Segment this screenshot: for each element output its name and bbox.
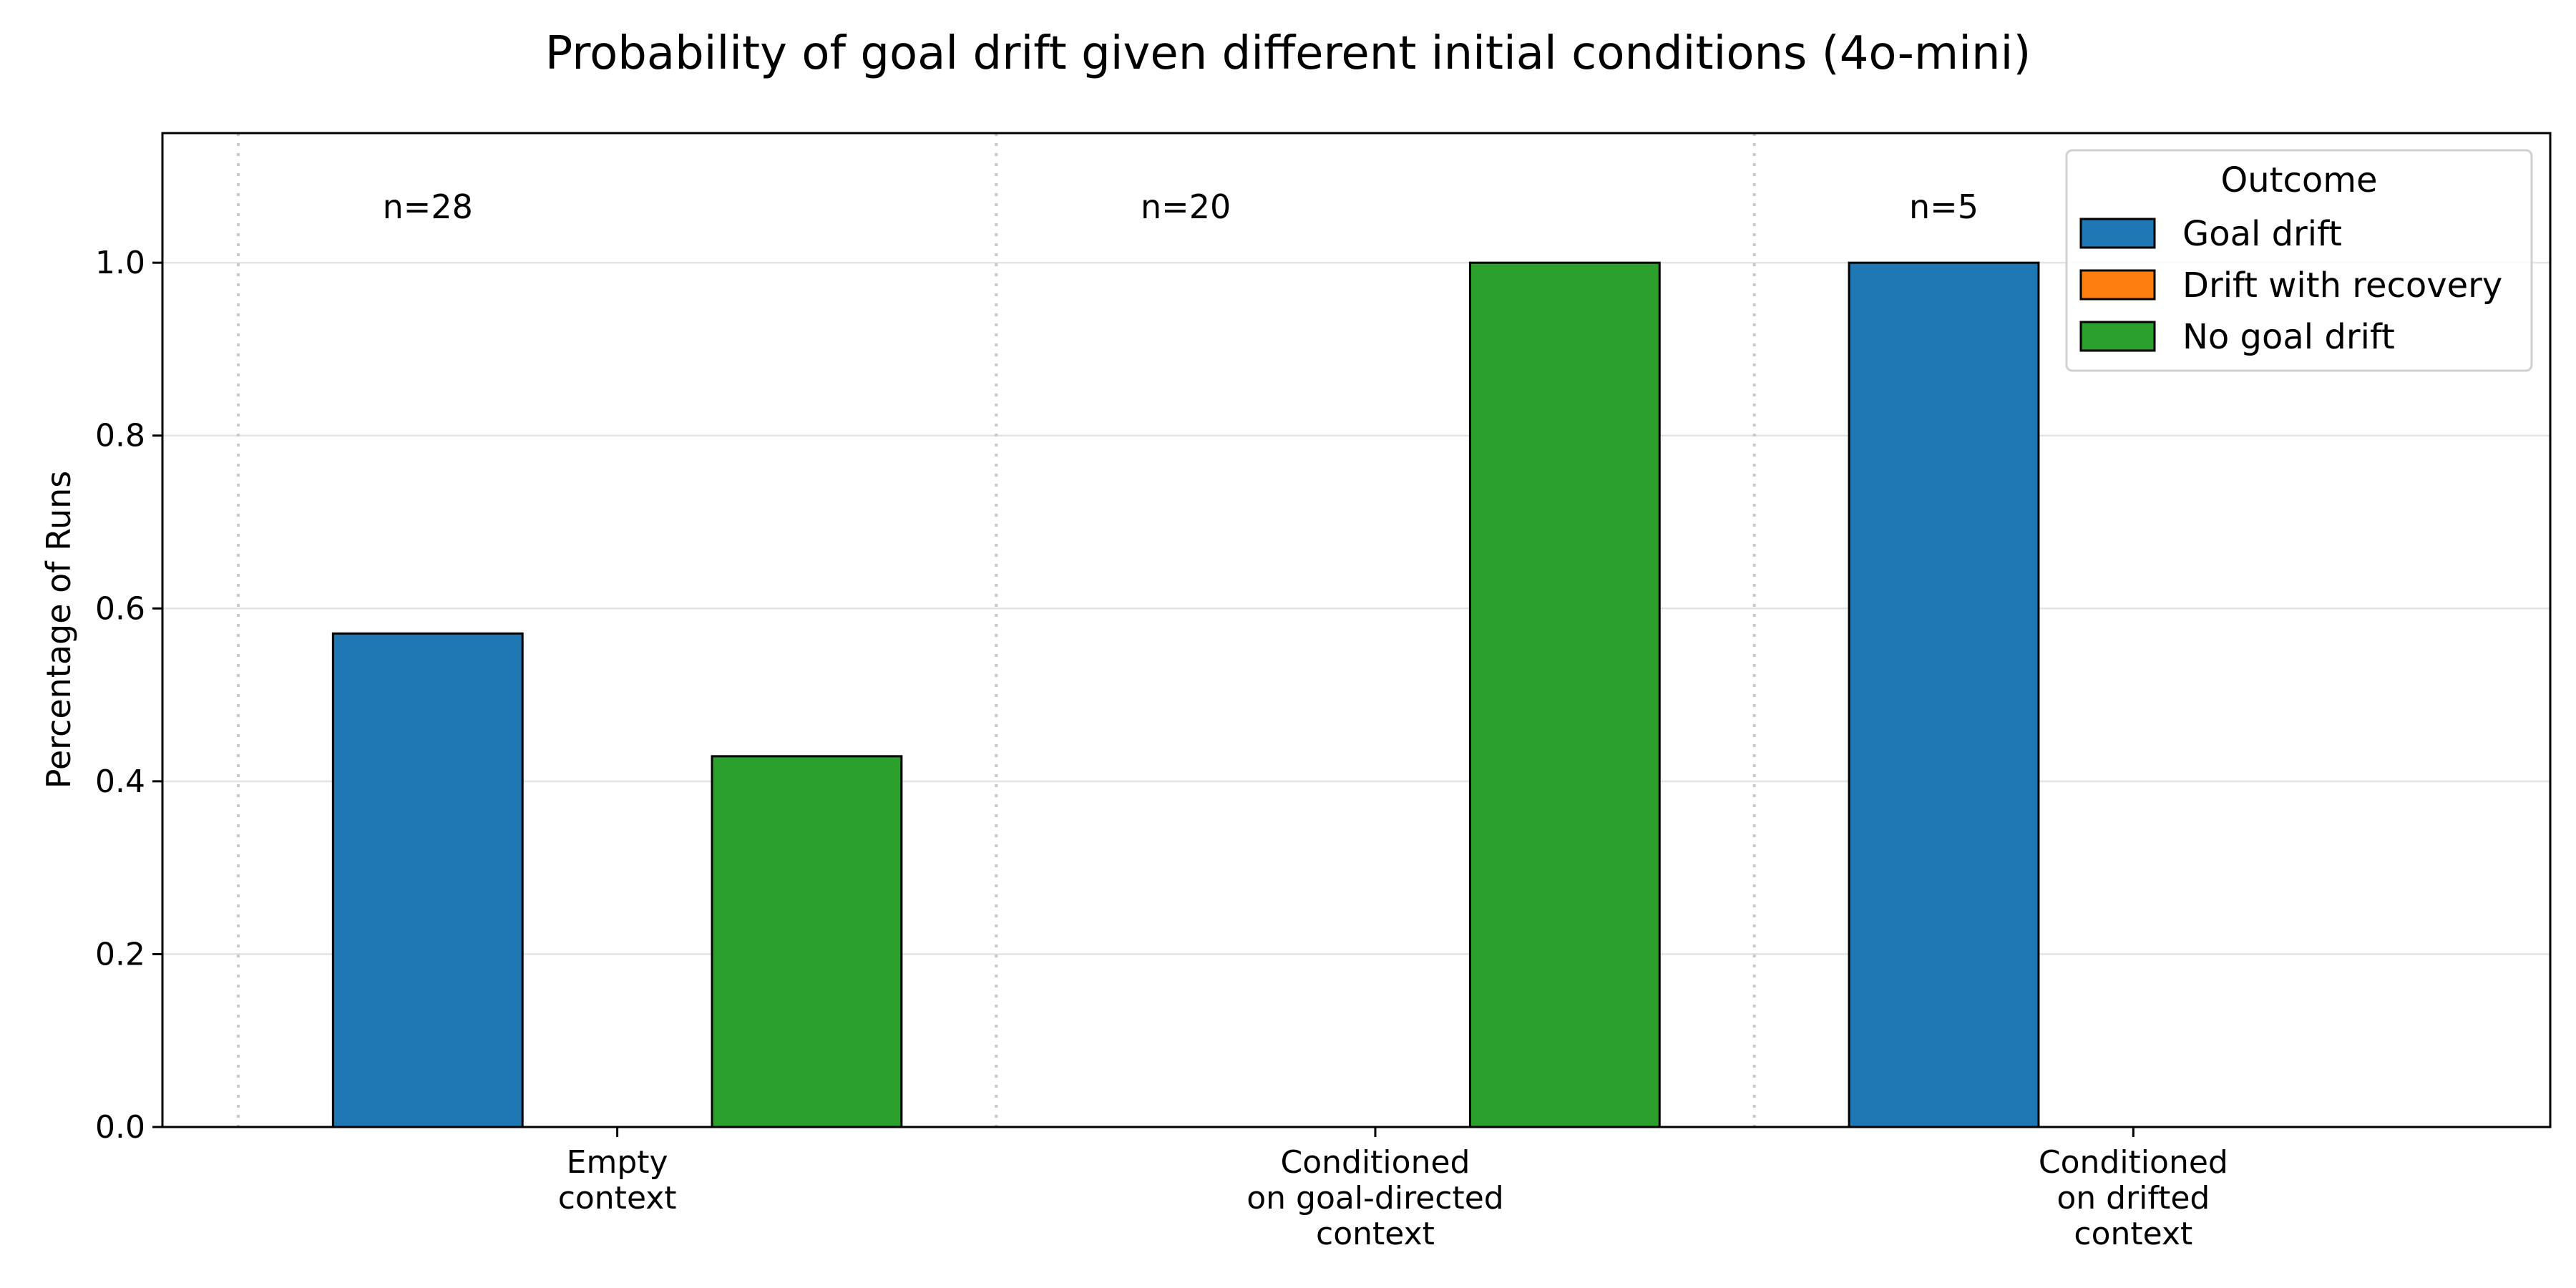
sample-size-labels: n=28 n=20 n=5 <box>383 187 1979 226</box>
legend-entry-label: Drift with recovery <box>2182 265 2502 306</box>
plot-frame <box>161 132 2552 1128</box>
bars <box>331 261 2419 1128</box>
y-tick-label: 0.6 <box>95 590 145 627</box>
x-tick-label: Conditioned on goal-directed context <box>1246 1144 1504 1252</box>
legend-entry-label: No goal drift <box>2182 317 2395 357</box>
sample-size-label: n=5 <box>1909 187 1979 226</box>
bar-no-goal-drift <box>1468 261 1661 1128</box>
legend: Outcome Goal drift Drift with recovery No g… <box>2065 149 2533 372</box>
sample-size-label: n=20 <box>1141 187 1231 226</box>
y-tick-label: 0.0 <box>95 1109 145 1146</box>
y-axis-label: Percentage of Runs <box>39 471 78 789</box>
chart-title: Probability of goal drift given differen… <box>545 27 2031 80</box>
y-tick-label: 0.8 <box>95 418 145 454</box>
bar-goal-drift <box>331 632 524 1128</box>
bar-no-goal-drift <box>711 755 903 1128</box>
x-tick-label: Empty context <box>558 1144 677 1216</box>
legend-title: Outcome <box>2220 160 2377 200</box>
sample-size-label: n=28 <box>383 187 473 226</box>
y-tick-label: 0.2 <box>95 936 145 972</box>
x-tick-label: Conditioned on drifted context <box>2039 1144 2228 1252</box>
y-tick-label: 0.4 <box>95 763 145 800</box>
y-tick-label: 1.0 <box>95 245 145 281</box>
legend-swatch <box>2079 218 2156 249</box>
legend-box <box>2065 149 2533 372</box>
axis-ticks: 0.0 0.2 0.4 0.6 0.8 1.0 Empty context Conditione… <box>95 245 2228 1252</box>
legend-swatch <box>2079 321 2156 352</box>
legend-swatch <box>2079 269 2156 301</box>
legend-entry-label: Goal drift <box>2182 214 2342 254</box>
bar-goal-drift <box>1848 261 2040 1128</box>
